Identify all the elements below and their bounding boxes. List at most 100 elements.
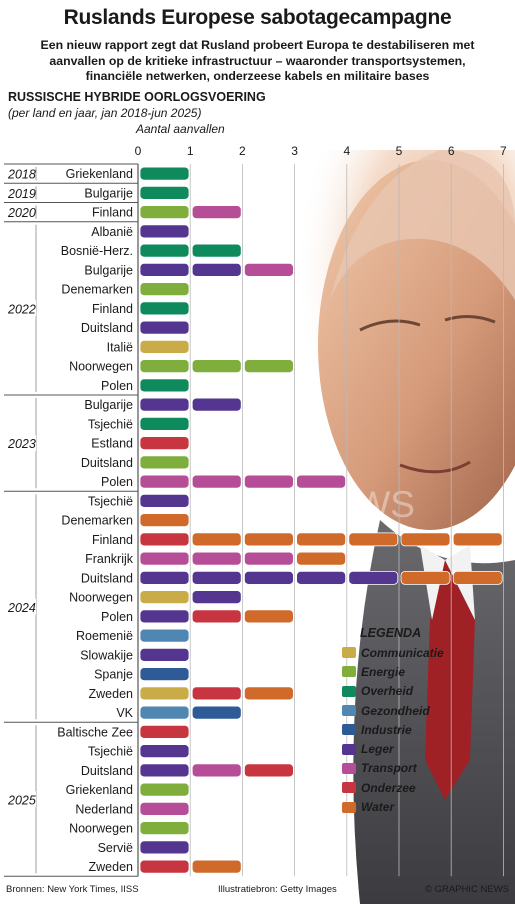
bar-segment: VK – Gezondheid: [139, 705, 190, 720]
bar-segment: Duitsland – Leger: [139, 320, 190, 335]
bar-segment: Denemarken – Energie: [139, 282, 190, 297]
x-tick-label: 0: [135, 144, 142, 158]
x-tick-label: 7: [500, 144, 507, 158]
legend-label: Communicatie: [361, 645, 444, 660]
subtitle-line-1: Een nieuw rapport zegt dat Rusland probe…: [40, 38, 475, 52]
bar-segment: Duitsland – Energie: [139, 455, 190, 470]
legend-item: Transport: [342, 759, 507, 778]
portrait-brow-right: [444, 315, 496, 324]
legend-item: Communicatie: [342, 643, 507, 662]
country-label: Servië: [98, 841, 133, 855]
year-label-bg: [6, 598, 36, 615]
country-label: Noorwegen: [69, 822, 133, 836]
country-label: Baltische Zee: [57, 725, 133, 739]
legend-swatch: [342, 782, 356, 794]
legend-title: LEGENDA: [360, 626, 422, 640]
bar-segment: Slowakije – Leger: [139, 647, 190, 662]
legend-item: Energie: [342, 662, 507, 681]
year-label: 2024: [7, 601, 36, 615]
bar-segment: Zweden – Onderzee: [191, 686, 242, 701]
bar-segment: Tsjechië – Leger: [139, 744, 190, 759]
country-label: Tsjechië: [88, 417, 133, 431]
bar-segment: Bulgarije – Transport: [243, 262, 294, 277]
sources: Bronnen: New York Times, IISS: [6, 884, 139, 895]
section-note: (per land en jaar, jan 2018-jun 2025): [8, 106, 202, 120]
legend-item: Onderzee: [342, 778, 507, 797]
bar-segment: Finland – Onderzee: [139, 532, 190, 547]
country-label: Polen: [101, 379, 133, 393]
bar-segment: Griekenland – Overheid: [139, 166, 190, 181]
x-tick-label: 4: [343, 144, 350, 158]
bar-segment: Bulgarije – Leger: [139, 262, 190, 277]
country-label: Tsjechië: [88, 494, 133, 508]
portrait-tie: [425, 560, 475, 800]
bar-segment: Polen – Transport: [296, 474, 347, 489]
portrait-brow: [359, 319, 421, 332]
country-label: Finland: [92, 302, 133, 316]
bar-segment: Spanje – Industrie: [139, 667, 190, 682]
bar-segment: Baltische Zee – Onderzee: [139, 724, 190, 739]
portrait-illustration: [250, 150, 515, 904]
bar-segment: Bulgarije – Leger: [191, 397, 242, 412]
bar-segment: Noorwegen – Leger: [191, 590, 242, 605]
copyright: © GRAPHIC NEWS: [424, 884, 509, 895]
bar-segment: Albanië – Leger: [139, 224, 190, 239]
year-label-bg: [6, 791, 36, 808]
bar-segment: Frankrijk – Water: [296, 551, 347, 566]
x-tick-label: 5: [396, 144, 403, 158]
bar-segment: Polen – Overheid: [139, 378, 190, 393]
bar-segment: Duitsland – Water: [400, 570, 451, 585]
legend-swatch: [342, 762, 356, 774]
country-label: Finland: [92, 533, 133, 547]
bar-segment: Finland – Water: [296, 532, 347, 547]
bar-segment: Zweden – Water: [191, 859, 242, 874]
legend-label: Leger: [361, 742, 394, 757]
year-label: 2018: [7, 168, 36, 182]
country-label: Bulgarije: [84, 398, 133, 412]
bar-segment: Frankrijk – Transport: [139, 551, 190, 566]
bar-segment: Duitsland – Onderzee: [243, 763, 294, 778]
bar-segment: Griekenland – Energie: [139, 782, 190, 797]
portrait-collar: [420, 545, 475, 620]
x-tick-label: 6: [448, 144, 455, 158]
country-label: Estland: [91, 437, 133, 451]
year-label: 2020: [7, 206, 36, 220]
bar-segment: Finland – Water: [348, 532, 399, 547]
bar-segment: Finland – Water: [452, 532, 503, 547]
page-title: Ruslands Europese sabotagecampagne: [63, 6, 452, 29]
legend-swatch: [342, 666, 356, 678]
legend-label: Gezondheid: [361, 703, 430, 718]
x-axis-title: Aantal aanvallen: [136, 122, 225, 136]
chart-rows: 2018 Griekenland Griekenland – Overheid 201…: [6, 166, 503, 874]
watermark-box: [197, 377, 295, 475]
bar-segment: Duitsland – Leger: [139, 570, 190, 585]
country-label: Denemarken: [61, 283, 133, 297]
country-label: Zweden: [89, 687, 134, 701]
bar-segment: Bosnië-Herz. – Overheid: [139, 243, 190, 258]
bar-segment: Polen – Transport: [243, 474, 294, 489]
year-label: 2019: [7, 187, 36, 201]
legend-items: Communicatie Energie Overheid Gezondheid Ind…: [342, 643, 507, 817]
legend-swatch: [342, 685, 356, 697]
country-label: Zweden: [89, 860, 134, 874]
country-label: Spanje: [94, 668, 133, 682]
legend-swatch: [342, 724, 356, 736]
year-label-bg: [6, 300, 36, 317]
bar-segment: Bulgarije – Overheid: [139, 185, 190, 200]
portrait-forehead: [330, 150, 515, 300]
bar-segment: Duitsland – Water: [452, 570, 503, 585]
bar-segment: Frankrijk – Transport: [243, 551, 294, 566]
country-label: Frankrijk: [85, 552, 134, 566]
legend-swatch: [342, 801, 356, 813]
bar-segment: Tsjechië – Overheid: [139, 416, 190, 431]
country-label: VK: [116, 706, 133, 720]
bar-segment: Finland – Water: [191, 532, 242, 547]
bar-segment: Zweden – Water: [243, 686, 294, 701]
legend-label: Transport: [361, 761, 417, 776]
subtitle-line-2: aanvallen op de kritieke infrastructuur …: [49, 54, 466, 68]
bar-segment: Duitsland – Leger: [348, 570, 399, 585]
legend-swatch: [342, 705, 356, 717]
legend-swatch: [342, 743, 356, 755]
country-label: Finland: [92, 206, 133, 220]
